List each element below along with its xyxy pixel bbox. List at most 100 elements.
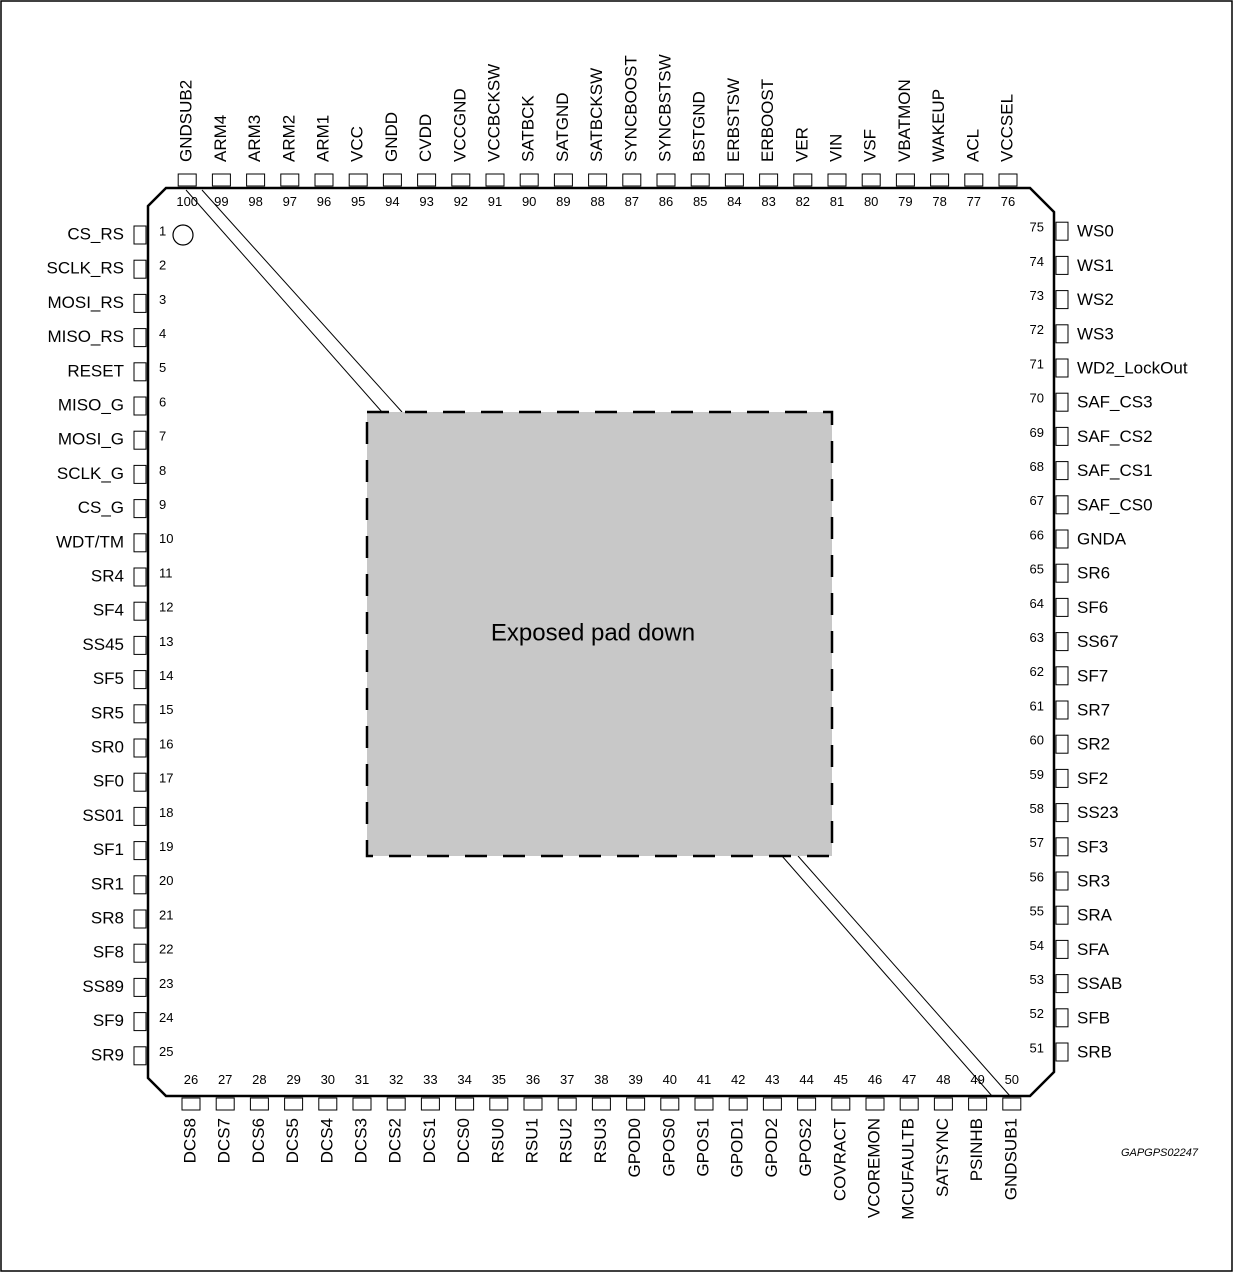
pin-number-68: 68 <box>1030 459 1044 474</box>
pins-left: CS_RS 1 SCLK_RS 2 MOSI_RS 3 MISO_RS 4 RESET 5 MISO… <box>47 223 173 1066</box>
pin-number-64: 64 <box>1030 596 1044 611</box>
pin-lead-27 <box>215 1097 235 1111</box>
pin-lead-64 <box>1055 597 1069 617</box>
pin-name-sr5: SR5 <box>91 703 124 722</box>
pin-number-8: 8 <box>159 463 166 478</box>
pin-lead-52 <box>1055 1008 1069 1028</box>
pins-right: SRB 51 SFB 52 SSAB 53 SFA 54 SRA 55 SR3 56 SF3 57 SS23… <box>1030 220 1188 1062</box>
pin-number-99: 99 <box>214 194 228 209</box>
pin-lead-38 <box>591 1097 611 1111</box>
pin-number-65: 65 <box>1030 562 1044 577</box>
pin-number-56: 56 <box>1030 869 1044 884</box>
pin-number-57: 57 <box>1030 835 1044 850</box>
pin-number-77: 77 <box>967 194 981 209</box>
pin-name-dcs2: DCS2 <box>386 1118 405 1163</box>
pin-name-dcs0: DCS0 <box>454 1118 473 1163</box>
pin-number-29: 29 <box>286 1072 300 1087</box>
pin-lead-92 <box>451 173 471 187</box>
pin-lead-81 <box>827 173 847 187</box>
pin-number-96: 96 <box>317 194 331 209</box>
pin-lead-59 <box>1055 768 1069 788</box>
pin-lead-30 <box>318 1097 338 1111</box>
pin-number-17: 17 <box>159 771 173 786</box>
pin-lead-69 <box>1055 426 1069 446</box>
pin-name-sr6: SR6 <box>1077 564 1110 583</box>
pin-number-39: 39 <box>628 1072 642 1087</box>
pin-name-miso-g: MISO_G <box>58 395 124 414</box>
pin-name-mcufaultb: MCUFAULTB <box>899 1118 918 1220</box>
pin-name-satbcksw: SATBCKSW <box>587 68 606 162</box>
pin-number-97: 97 <box>283 194 297 209</box>
pin-lead-86 <box>656 173 676 187</box>
pin-lead-79 <box>895 173 915 187</box>
pin-lead-18 <box>133 806 147 826</box>
pin-name-sf8: SF8 <box>93 943 124 962</box>
pin-lead-17 <box>133 772 147 792</box>
pin-name-sr4: SR4 <box>91 566 124 585</box>
pin-name-dcs1: DCS1 <box>420 1118 439 1163</box>
pin-name-sr3: SR3 <box>1077 871 1110 890</box>
pin-number-55: 55 <box>1030 904 1044 919</box>
pin-number-12: 12 <box>159 600 173 615</box>
pin-lead-45 <box>831 1097 851 1111</box>
pin-name-mosi-g: MOSI_G <box>58 430 124 449</box>
pin-lead-33 <box>420 1097 440 1111</box>
pin-lead-61 <box>1055 700 1069 720</box>
pin-lead-62 <box>1055 666 1069 686</box>
pin-number-3: 3 <box>159 292 166 307</box>
pin-name-ss67: SS67 <box>1077 632 1119 651</box>
pin-name-syncbstsw: SYNCBSTSW <box>655 54 674 162</box>
pin-name-arm2: ARM2 <box>279 115 298 162</box>
pin-number-71: 71 <box>1030 356 1044 371</box>
pin-lead-12 <box>133 601 147 621</box>
pin-lead-97 <box>280 173 300 187</box>
pin-number-53: 53 <box>1030 972 1044 987</box>
pin-number-5: 5 <box>159 360 166 375</box>
pin-lead-74 <box>1055 255 1069 275</box>
pin-lead-72 <box>1055 324 1069 344</box>
pin-number-11: 11 <box>159 565 173 580</box>
pin-name-gndsub1: GNDSUB1 <box>1001 1118 1020 1200</box>
pin-lead-47 <box>899 1097 919 1111</box>
pin-name-wd2-lockout: WD2_LockOut <box>1077 358 1188 377</box>
pin-lead-46 <box>865 1097 885 1111</box>
pin-number-74: 74 <box>1030 254 1044 269</box>
pin-number-32: 32 <box>389 1072 403 1087</box>
pin-lead-78 <box>930 173 950 187</box>
pins-bottom: 26 DCS8 27 DCS7 28 DCS6 29 DCS5 30 DCS4 31 DCS3 32 DC… <box>180 1072 1022 1220</box>
pin-name-miso-rs: MISO_RS <box>47 327 124 346</box>
pin-lead-16 <box>133 738 147 758</box>
pin-number-46: 46 <box>868 1072 882 1087</box>
pin-number-91: 91 <box>488 194 502 209</box>
pin-name-gpod0: GPOD0 <box>625 1118 644 1178</box>
pin-lead-77 <box>964 173 984 187</box>
pin-number-98: 98 <box>248 194 262 209</box>
pin-number-94: 94 <box>385 194 399 209</box>
pin-lead-21 <box>133 909 147 929</box>
pin-name-sra: SRA <box>1077 906 1113 925</box>
pin-lead-94 <box>382 173 402 187</box>
pin-number-7: 7 <box>159 429 166 444</box>
pin-name-vin: VIN <box>826 134 845 162</box>
pin-lead-20 <box>133 875 147 895</box>
pin-name-vcoremon: VCOREMON <box>864 1118 883 1218</box>
pin-name-ver: VER <box>792 127 811 162</box>
pin-lead-63 <box>1055 632 1069 652</box>
pin-name-satbck: SATBCK <box>519 95 538 162</box>
pin-number-52: 52 <box>1030 1006 1044 1021</box>
pin-name-dcs7: DCS7 <box>215 1118 234 1163</box>
pin-name-vccsel: VCCSEL <box>997 94 1016 162</box>
pin-name-rsu1: RSU1 <box>522 1118 541 1163</box>
pin-lead-35 <box>489 1097 509 1111</box>
pin-name-ws2: WS2 <box>1077 290 1114 309</box>
pin-lead-25 <box>133 1046 147 1066</box>
pin-number-21: 21 <box>159 907 173 922</box>
pin-lead-48 <box>933 1097 953 1111</box>
pin-name-sfb: SFB <box>1077 1008 1110 1027</box>
pin-name-sf7: SF7 <box>1077 666 1108 685</box>
pin-lead-100 <box>177 173 197 187</box>
pin-lead-73 <box>1055 290 1069 310</box>
pin-number-41: 41 <box>697 1072 711 1087</box>
pin-name-sf1: SF1 <box>93 840 124 859</box>
pin-name-cs-g: CS_G <box>78 498 124 517</box>
